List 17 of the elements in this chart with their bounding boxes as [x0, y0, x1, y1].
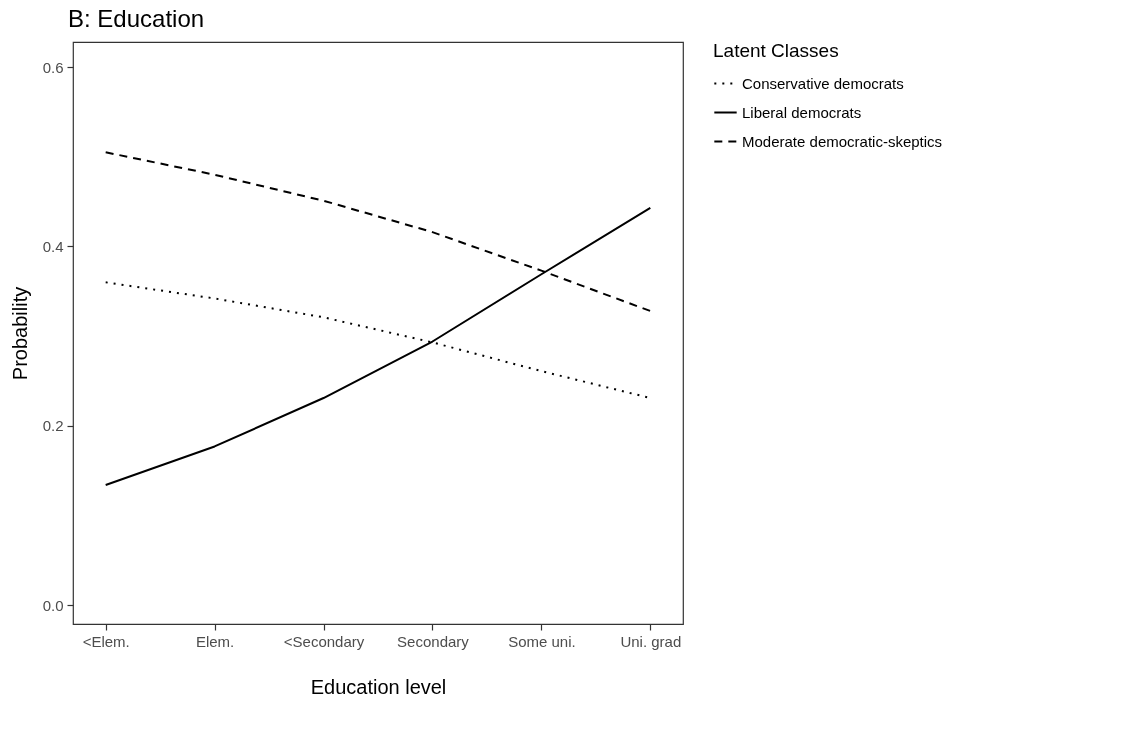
y-axis-title: Probability: [8, 286, 31, 381]
chart-title: B: Education: [68, 5, 205, 32]
x-tick-label: Uni. grad: [620, 632, 682, 650]
legend-label: Liberal democrats: [742, 103, 862, 121]
y-tick-label: 0.6: [42, 58, 64, 76]
x-tick-label: <Secondary: [283, 632, 365, 650]
x-tick-label: Some uni.: [508, 632, 576, 650]
x-tick-label: Elem.: [195, 632, 235, 650]
x-axis-title: Education level: [310, 675, 447, 698]
legend-label: Conservative democrats: [742, 74, 904, 92]
x-tick-label: <Elem.: [82, 632, 130, 650]
y-tick-label: 0.4: [42, 237, 64, 255]
legend-title: Latent Classes: [713, 40, 839, 61]
y-tick-label: 0.2: [42, 417, 64, 435]
y-tick-label: 0.0: [42, 596, 64, 614]
x-tick-label: Secondary: [397, 632, 470, 650]
legend-label: Moderate democratic-skeptics: [742, 132, 943, 150]
